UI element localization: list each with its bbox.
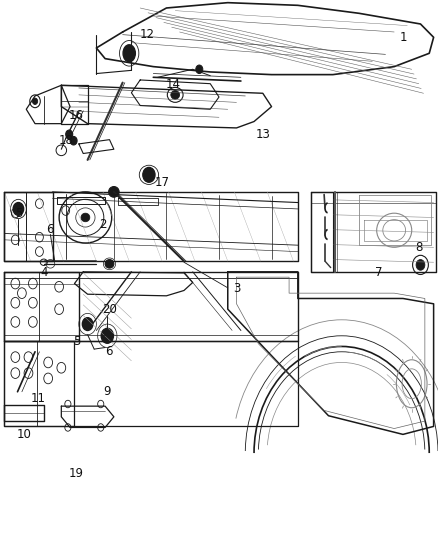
Text: 7: 7 — [375, 266, 383, 279]
Ellipse shape — [82, 318, 93, 330]
Text: 18: 18 — [59, 134, 74, 147]
Text: 1: 1 — [399, 31, 407, 44]
Text: 14: 14 — [166, 78, 180, 91]
Ellipse shape — [196, 65, 203, 74]
Ellipse shape — [13, 203, 24, 215]
Ellipse shape — [105, 260, 114, 268]
Ellipse shape — [66, 130, 73, 139]
Ellipse shape — [171, 91, 180, 99]
Text: 9: 9 — [103, 385, 111, 398]
Text: 11: 11 — [31, 392, 46, 405]
Text: 5: 5 — [73, 335, 80, 348]
Text: 13: 13 — [255, 128, 270, 141]
Ellipse shape — [70, 136, 77, 145]
Ellipse shape — [109, 187, 119, 197]
Ellipse shape — [32, 98, 38, 104]
Text: 20: 20 — [102, 303, 117, 316]
Text: 19: 19 — [69, 467, 84, 480]
Text: 10: 10 — [17, 428, 32, 441]
Text: 3: 3 — [233, 282, 240, 295]
Ellipse shape — [123, 45, 135, 62]
Text: 8: 8 — [415, 241, 422, 254]
Text: 5: 5 — [15, 207, 22, 220]
Text: 16: 16 — [69, 109, 84, 122]
Ellipse shape — [143, 167, 155, 182]
Text: 12: 12 — [139, 28, 154, 41]
Ellipse shape — [81, 213, 90, 222]
Ellipse shape — [101, 328, 113, 343]
Text: 17: 17 — [155, 176, 170, 189]
Text: 6: 6 — [105, 345, 113, 358]
Ellipse shape — [416, 260, 425, 270]
Text: 2: 2 — [99, 219, 107, 231]
Text: 6: 6 — [46, 223, 54, 236]
Text: 4: 4 — [40, 266, 48, 279]
